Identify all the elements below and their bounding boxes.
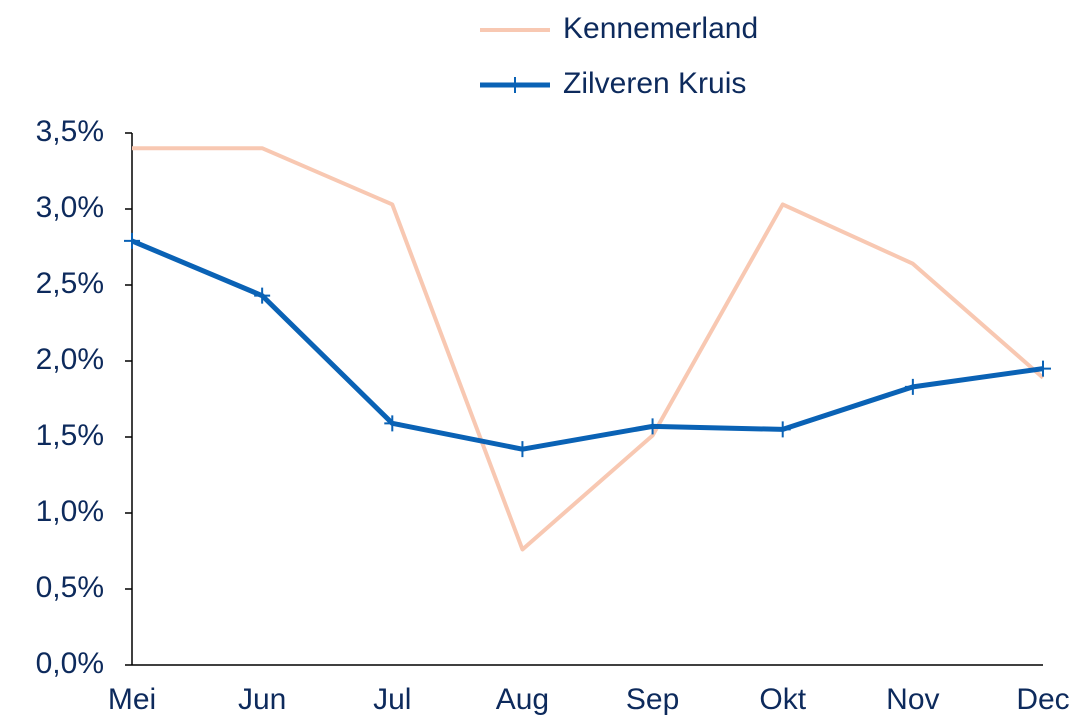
x-tick-label: Jun — [238, 683, 286, 716]
marker — [384, 415, 401, 432]
y-tick-label: 2,5% — [36, 267, 104, 300]
marker — [644, 418, 661, 435]
y-tick-label: 2,0% — [36, 343, 104, 376]
y-tick-label: 3,0% — [36, 191, 104, 224]
marker — [904, 378, 921, 395]
legend-label: Kennemerland — [563, 12, 758, 45]
x-tick-label: Jul — [373, 683, 411, 716]
series-line — [132, 146, 1045, 552]
series-line — [131, 238, 1044, 452]
x-tick-label: Dec — [1016, 683, 1069, 716]
y-tick-label: 1,5% — [36, 419, 104, 452]
marker — [1035, 360, 1051, 377]
x-tick-label: Mei — [108, 683, 156, 716]
marker — [254, 287, 271, 304]
x-tick-label: Sep — [626, 683, 679, 716]
x-tick-label: Okt — [759, 683, 806, 716]
y-tick-label: 0,0% — [36, 647, 104, 680]
y-tick-label: 1,0% — [36, 495, 104, 528]
legend-marker — [507, 77, 523, 93]
marker — [124, 232, 140, 249]
marker — [514, 441, 531, 458]
x-tick-label: Nov — [886, 683, 939, 716]
y-tick-label: 0,5% — [36, 571, 104, 604]
x-tick-label: Aug — [496, 683, 549, 716]
y-tick-label: 3,5% — [36, 115, 104, 148]
legend-label: Zilveren Kruis — [563, 67, 746, 100]
marker — [774, 421, 791, 438]
